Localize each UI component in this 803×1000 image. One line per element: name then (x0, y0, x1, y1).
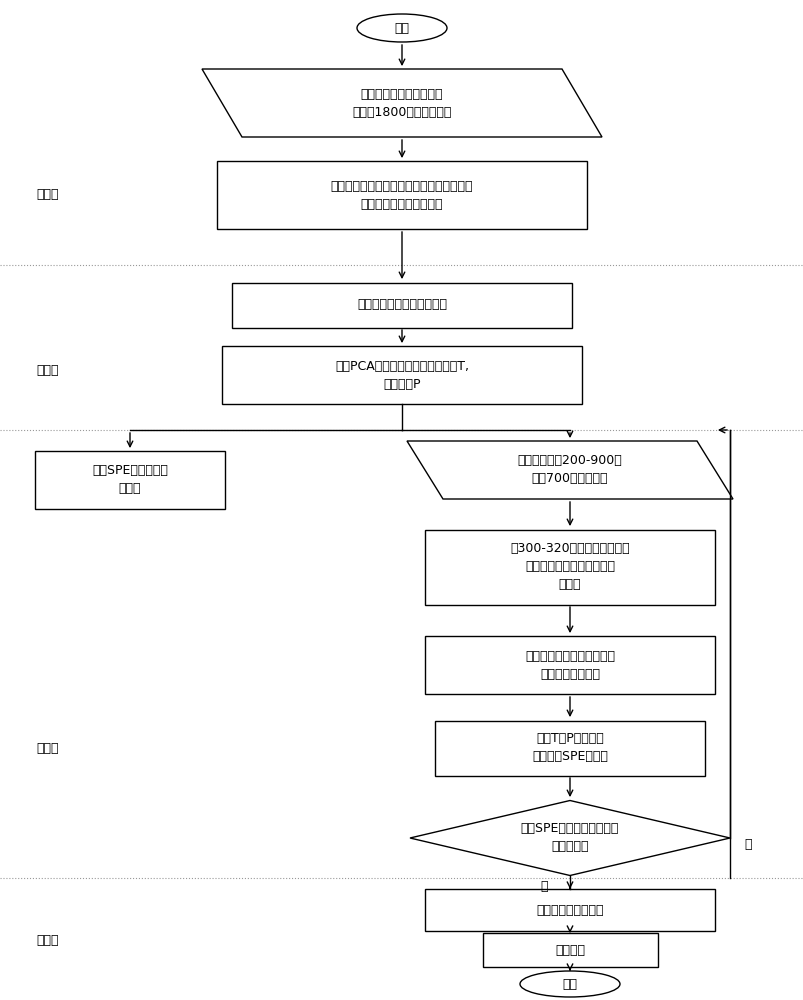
Text: 结束: 结束 (562, 978, 577, 990)
Text: 在300-320采样区间人为的加
入阶跃和斜坡故障，得到故
障数据: 在300-320采样区间人为的加 入阶跃和斜坡故障，得到故 障数据 (510, 542, 629, 591)
Polygon shape (406, 441, 732, 499)
Text: 新的样本数据标准化预处理: 新的样本数据标准化预处理 (357, 298, 446, 312)
Text: 开始: 开始 (394, 21, 409, 34)
Text: 步骤二: 步骤二 (37, 363, 59, 376)
Text: 计算过程变量贡献图: 计算过程变量贡献图 (536, 904, 603, 916)
FancyBboxPatch shape (482, 933, 657, 967)
Text: 步骤四: 步骤四 (37, 934, 59, 946)
FancyBboxPatch shape (425, 636, 714, 694)
FancyBboxPatch shape (434, 720, 704, 776)
Text: 判断SPE统计量是否超过控
制门限值？: 判断SPE统计量是否超过控 制门限值？ (520, 822, 618, 854)
Polygon shape (202, 69, 601, 137)
Text: 基于T和P计算新的
故障数据SPE统计量: 基于T和P计算新的 故障数据SPE统计量 (532, 732, 607, 764)
Text: 取采样数据的200-900区
间的700个采样数据: 取采样数据的200-900区 间的700个采样数据 (517, 454, 622, 486)
Text: 计算SPE统计量控制
门限值: 计算SPE统计量控制 门限值 (92, 464, 168, 495)
Polygon shape (410, 800, 729, 876)
FancyBboxPatch shape (222, 346, 581, 404)
Text: 故障定位: 故障定位 (554, 944, 585, 956)
FancyBboxPatch shape (35, 451, 225, 509)
FancyBboxPatch shape (217, 161, 586, 229)
FancyBboxPatch shape (232, 282, 571, 328)
Text: 对故障数据标准化预处理，
得到新的故障数据: 对故障数据标准化预处理， 得到新的故障数据 (524, 650, 614, 680)
FancyBboxPatch shape (425, 530, 714, 604)
Text: 基于巴特沃斯低通滤波器对样本数据滤波预
处理，得到新的样本数据: 基于巴特沃斯低通滤波器对样本数据滤波预 处理，得到新的样本数据 (330, 180, 473, 211)
Ellipse shape (357, 14, 446, 42)
Text: 步骤三: 步骤三 (37, 742, 59, 754)
Text: 否: 否 (744, 838, 751, 852)
FancyBboxPatch shape (425, 889, 714, 931)
Ellipse shape (520, 971, 619, 997)
Text: 是: 是 (540, 880, 547, 892)
Text: 建立PCA模型，得到主元得分矩阵T,
负荷矩阵P: 建立PCA模型，得到主元得分矩阵T, 负荷矩阵P (335, 360, 468, 390)
Text: 步骤一: 步骤一 (37, 188, 59, 202)
Text: 正常运行阶段的样本数据
（连续1800个过程数据）: 正常运行阶段的样本数据 （连续1800个过程数据） (352, 88, 451, 118)
